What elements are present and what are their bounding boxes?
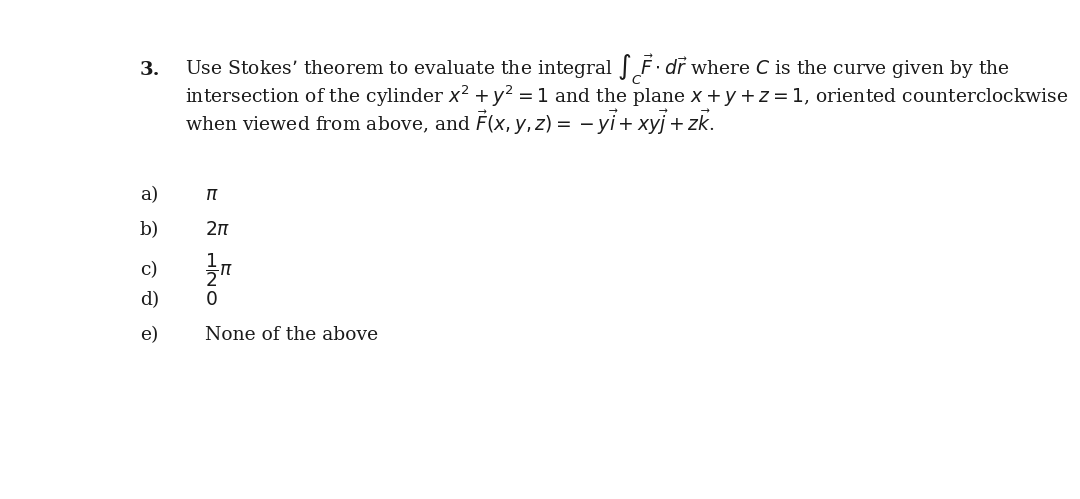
- Text: a): a): [140, 186, 159, 204]
- Text: e): e): [140, 326, 159, 344]
- Text: $2\pi$: $2\pi$: [205, 221, 230, 239]
- Text: c): c): [140, 261, 158, 279]
- Text: Use Stokes’ theorem to evaluate the integral $\int_C \vec{F} \cdot d\vec{r}$ whe: Use Stokes’ theorem to evaluate the inte…: [185, 53, 1010, 87]
- Text: $0$: $0$: [205, 291, 218, 309]
- Text: intersection of the cylinder $x^2 + y^2 = 1$ and the plane $x + y + z = 1$, orie: intersection of the cylinder $x^2 + y^2 …: [185, 83, 1068, 109]
- Text: d): d): [140, 291, 159, 309]
- Text: $\dfrac{1}{2}\pi$: $\dfrac{1}{2}\pi$: [205, 251, 233, 289]
- Text: $\pi$: $\pi$: [205, 186, 218, 204]
- Text: None of the above: None of the above: [205, 326, 378, 344]
- Text: b): b): [140, 221, 160, 239]
- Text: when viewed from above, and $\vec{F}(x, y, z) = -y\vec{i} + xy\vec{j} + z\vec{k}: when viewed from above, and $\vec{F}(x, …: [185, 108, 715, 137]
- Text: 3.: 3.: [140, 61, 161, 79]
